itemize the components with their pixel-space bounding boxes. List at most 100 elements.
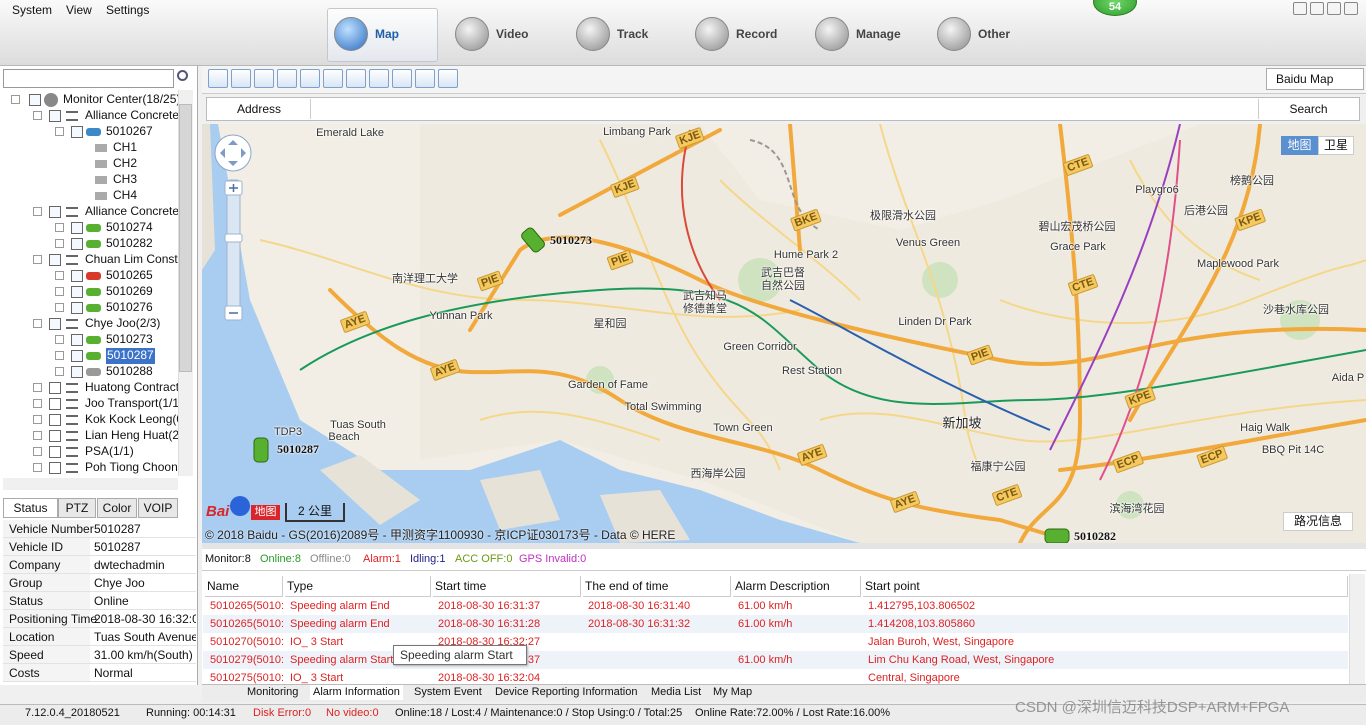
map-tool-button[interactable]: [208, 69, 228, 88]
tab-label[interactable]: Map: [375, 27, 399, 41]
map-tool-button[interactable]: [346, 69, 366, 88]
map-tool-button[interactable]: [231, 69, 251, 88]
checkbox[interactable]: [49, 382, 61, 394]
vehicle-map-label[interactable]: 5010273: [550, 233, 592, 247]
tree-label[interactable]: 5010287: [106, 348, 155, 364]
window-button[interactable]: [1310, 2, 1324, 15]
search-button[interactable]: Search: [1258, 99, 1358, 119]
expander[interactable]: [33, 255, 42, 264]
expander[interactable]: [55, 127, 64, 136]
table-header[interactable]: Alarm Description: [733, 576, 861, 597]
bottom-tab[interactable]: System Event: [414, 686, 482, 698]
map-tool-button[interactable]: [277, 69, 297, 88]
map-tool-button[interactable]: [323, 69, 343, 88]
table-header[interactable]: Type: [285, 576, 431, 597]
checkbox[interactable]: [71, 270, 83, 282]
map-tool-button[interactable]: [300, 69, 320, 88]
expander[interactable]: [55, 223, 64, 232]
tree-label[interactable]: 5010269: [106, 284, 153, 298]
checkbox[interactable]: [71, 238, 83, 250]
table-row[interactable]: [203, 597, 1348, 615]
tree-label[interactable]: Poh Tiong Choon(1: [85, 460, 178, 474]
bottom-tab[interactable]: Device Reporting Information: [495, 686, 638, 698]
expander[interactable]: [33, 319, 42, 328]
expander[interactable]: [55, 271, 64, 280]
search-icon[interactable]: [177, 70, 188, 81]
map-tool-button[interactable]: [254, 69, 274, 88]
expander[interactable]: [33, 111, 42, 120]
tab-label[interactable]: Other: [978, 27, 1011, 41]
table-header[interactable]: Start time: [433, 576, 581, 597]
bottom-tab[interactable]: Media List: [651, 686, 702, 698]
checkbox[interactable]: [49, 206, 61, 218]
expander[interactable]: [55, 367, 64, 376]
expander[interactable]: [55, 351, 64, 360]
bottom-tab[interactable]: My Map: [713, 686, 753, 698]
tree-label[interactable]: Chye Joo(2/3): [85, 316, 161, 330]
checkbox[interactable]: [49, 110, 61, 122]
tree-label[interactable]: Kok Kock Leong(0/:: [85, 412, 178, 426]
tree-label[interactable]: CH4: [113, 188, 138, 202]
tree-label[interactable]: Alliance Concrete(Y: [85, 204, 178, 218]
search-combo[interactable]: [3, 69, 174, 88]
window-button[interactable]: [1327, 2, 1341, 15]
menu-item[interactable]: System: [12, 3, 53, 17]
checkbox[interactable]: [71, 366, 83, 378]
expander[interactable]: [33, 415, 42, 424]
vehicle-map-label[interactable]: 5010282: [1074, 529, 1116, 543]
tree-label[interactable]: 5010273: [106, 332, 153, 346]
side-tab[interactable]: Color: [97, 498, 137, 518]
checkbox[interactable]: [49, 462, 61, 474]
checkbox[interactable]: [49, 430, 61, 442]
menu-item[interactable]: View: [66, 3, 92, 17]
map-tool-button[interactable]: [438, 69, 458, 88]
bottom-tab[interactable]: Monitoring: [247, 686, 299, 698]
tree-label[interactable]: Alliance Concrete(F: [85, 108, 178, 122]
checkbox[interactable]: [49, 414, 61, 426]
tab-label[interactable]: Record: [736, 27, 778, 41]
checkbox[interactable]: [71, 222, 83, 234]
expander[interactable]: [55, 287, 64, 296]
tree-label[interactable]: Chuan Lim Constru: [85, 252, 178, 266]
checkbox[interactable]: [29, 94, 41, 106]
expander[interactable]: [55, 239, 64, 248]
checkbox[interactable]: [71, 126, 83, 138]
expander[interactable]: [33, 207, 42, 216]
tree-label[interactable]: CH1: [113, 140, 138, 154]
tree-label[interactable]: 5010267: [106, 124, 153, 138]
tree-label[interactable]: Monitor Center(18/25): [63, 92, 178, 106]
table-header[interactable]: Start point: [863, 576, 1348, 597]
tab-label[interactable]: Video: [496, 27, 529, 41]
expander[interactable]: [33, 463, 42, 472]
tree-label[interactable]: PSA(1/1): [85, 444, 134, 458]
tab-label[interactable]: Manage: [856, 27, 901, 41]
expander[interactable]: [55, 303, 64, 312]
checkbox[interactable]: [49, 446, 61, 458]
checkbox[interactable]: [71, 350, 83, 362]
tree-label[interactable]: Huatong Contracto: [85, 380, 178, 394]
checkbox[interactable]: [71, 334, 83, 346]
expander[interactable]: [33, 447, 42, 456]
table-row[interactable]: [203, 669, 1348, 687]
expander[interactable]: [33, 431, 42, 440]
tree-label[interactable]: Lian Heng Huat(2/2: [85, 428, 178, 442]
tab-label[interactable]: Track: [617, 27, 649, 41]
bottom-tab[interactable]: Alarm Information: [310, 685, 403, 700]
checkbox[interactable]: [49, 318, 61, 330]
expander[interactable]: [33, 383, 42, 392]
checkbox[interactable]: [49, 254, 61, 266]
map-tool-button[interactable]: [415, 69, 435, 88]
map-source[interactable]: Baidu Map: [1266, 68, 1364, 90]
map-type-button[interactable]: 卫星: [1318, 136, 1354, 155]
tree-label[interactable]: 5010282: [106, 236, 153, 250]
tree-label[interactable]: CH2: [113, 156, 138, 170]
tree-label[interactable]: Joo Transport(1/1): [85, 396, 178, 410]
tree-label[interactable]: 5010276: [106, 300, 153, 314]
checkbox[interactable]: [71, 302, 83, 314]
side-tab[interactable]: VOIP: [138, 498, 178, 518]
table-header[interactable]: The end of time: [583, 576, 731, 597]
table-row[interactable]: [203, 615, 1348, 633]
expander[interactable]: [11, 95, 20, 104]
window-button[interactable]: [1293, 2, 1307, 15]
checkbox[interactable]: [49, 398, 61, 410]
